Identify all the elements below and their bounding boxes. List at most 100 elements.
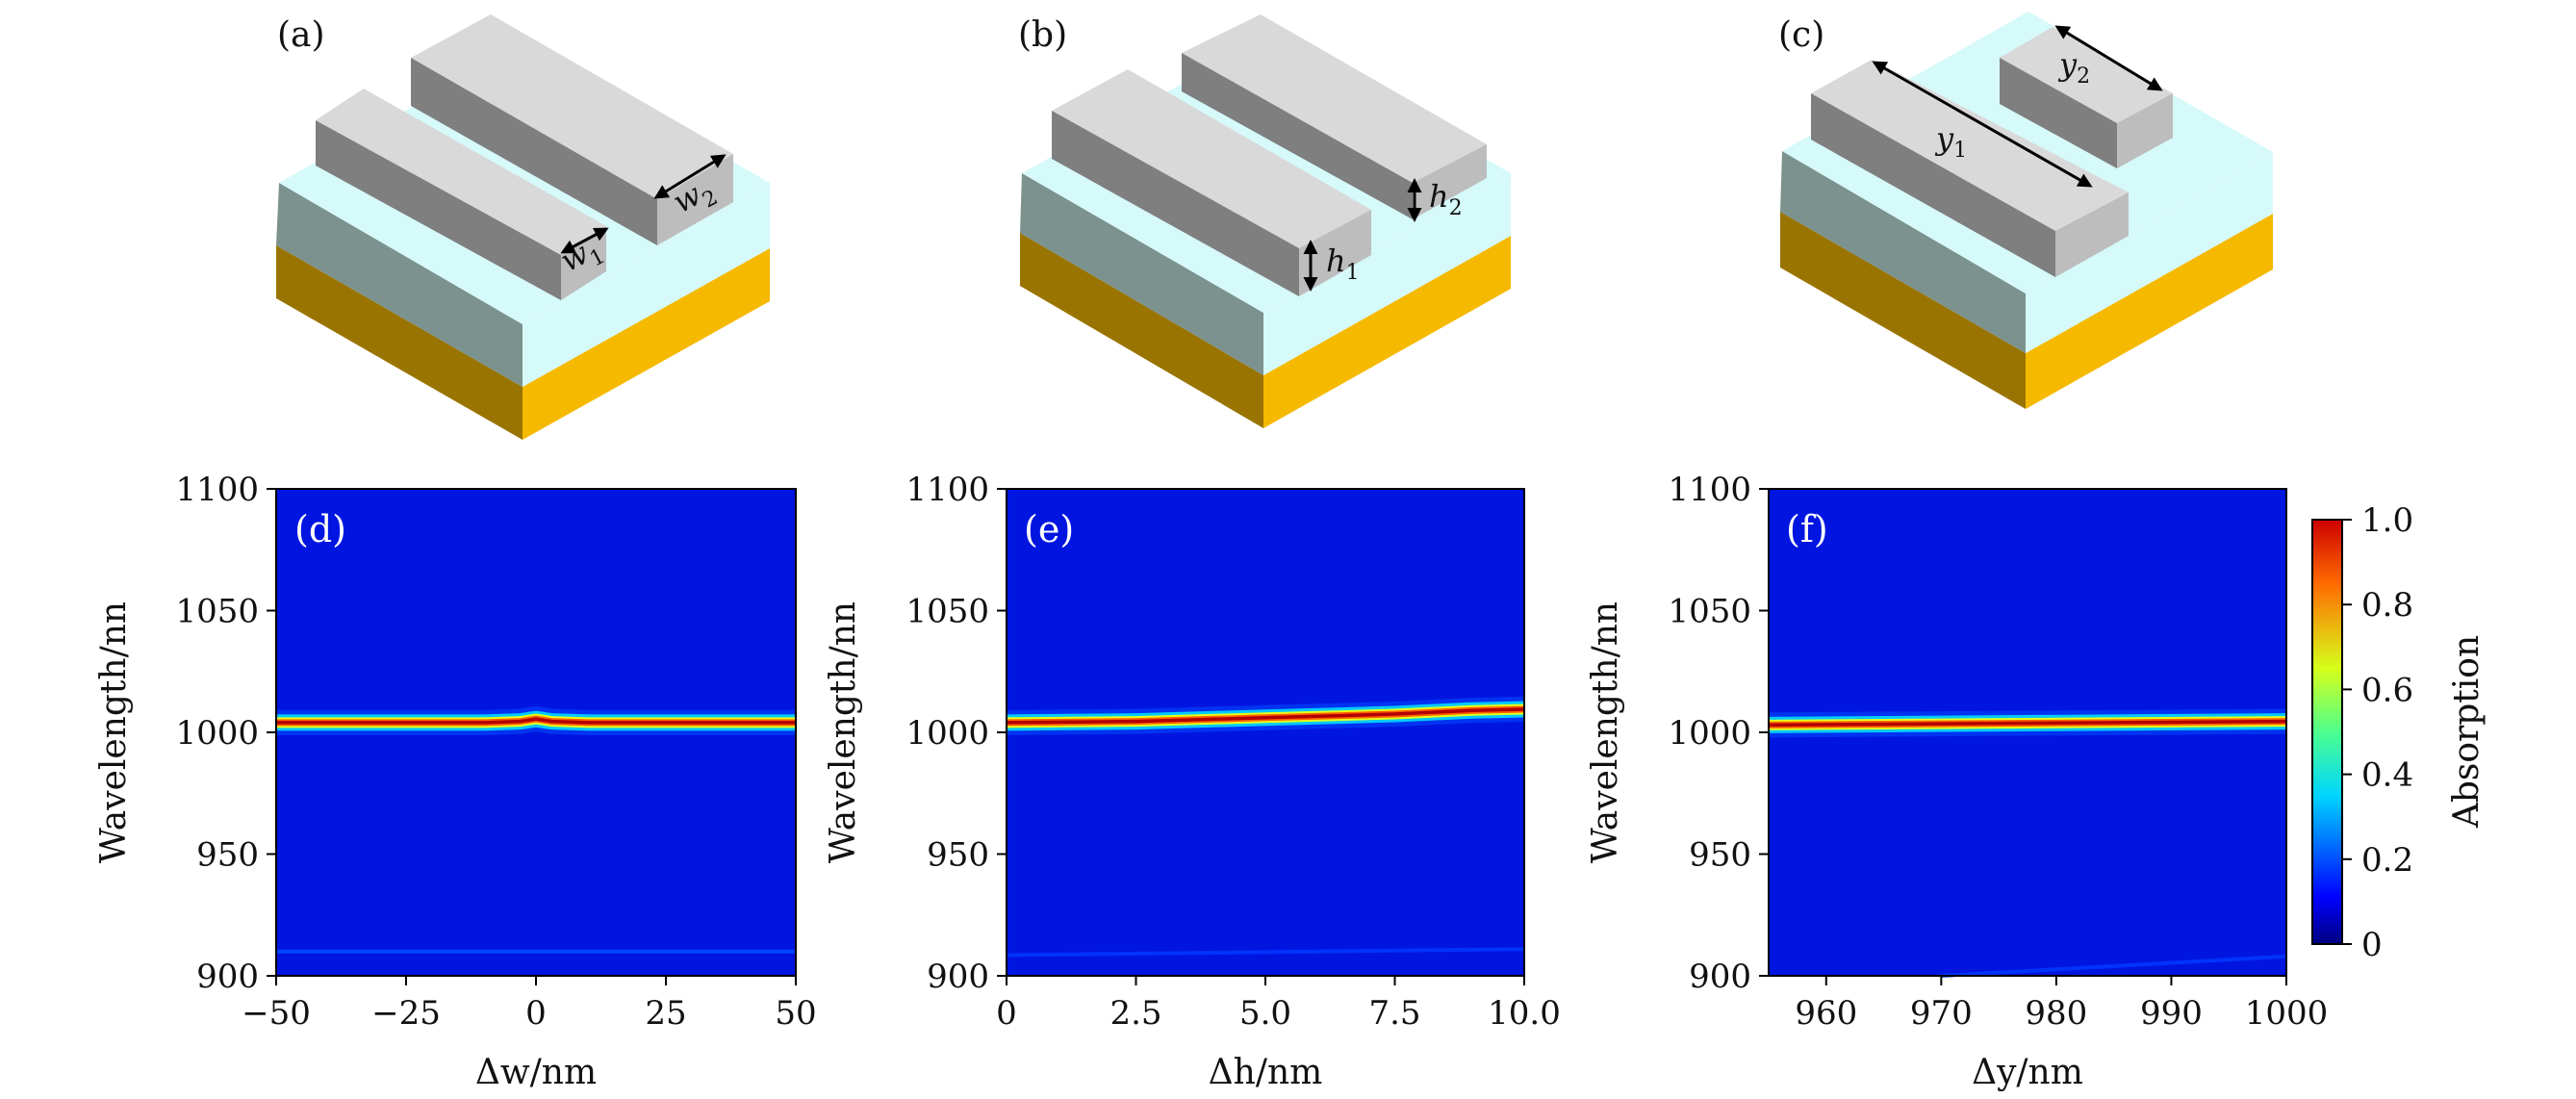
y-tick-label: 1000 [905, 714, 989, 753]
colorbar-tick-label: 0.8 [2361, 586, 2413, 625]
x-tick-label: −25 [371, 994, 441, 1033]
gold-layer-front [523, 248, 770, 440]
bar-back-top [411, 14, 733, 199]
dim-label-y2: y2 [2057, 46, 2090, 89]
plot-content [1006, 697, 1525, 958]
bar-back-left [1182, 53, 1413, 219]
colorbar-gradient [2311, 519, 2343, 945]
x-tick-label: 970 [1910, 994, 1973, 1033]
y-tick-label: 900 [196, 958, 259, 996]
bar-short-front [2117, 93, 2173, 168]
length-arrow-y2 [2054, 25, 2163, 91]
panel-label-c: (c) [1778, 15, 1824, 55]
x-tick-label: 7.5 [1368, 994, 1420, 1033]
schematic-c: y1 y2 (c) [1778, 12, 2273, 409]
colorbar-label: Absorption [2447, 635, 2487, 829]
y-axis-label: Wavelength/nn [1586, 601, 1625, 863]
substrate-front [2026, 152, 2273, 353]
substrate-front [523, 183, 770, 387]
dim-label-h1: h1 [1326, 243, 1360, 285]
bar-front-top [1052, 69, 1371, 248]
substrate-left [276, 183, 523, 387]
y-tick-label: 950 [196, 836, 259, 875]
x-tick-label: 50 [775, 994, 816, 1033]
x-ticks: 960 970 980 990 1000 [1795, 976, 2328, 1033]
plot-content [1768, 708, 2287, 978]
bar-back-front [1413, 144, 1487, 219]
gold-layer-left [1020, 233, 1263, 428]
y-tick-label: 1100 [1668, 471, 1751, 509]
x-tick-label: 5.0 [1239, 994, 1291, 1033]
y-tick-label: 900 [1689, 958, 1751, 996]
x-tick-label: 0 [525, 994, 547, 1033]
width-arrow-w2 [653, 154, 727, 199]
x-axis-label: Δw/nm [475, 1053, 597, 1092]
y-tick-label: 1050 [905, 593, 989, 631]
gold-layer-left [1780, 212, 2026, 409]
secondary-mode-line [1006, 947, 1525, 958]
x-tick-label: 10.0 [1488, 994, 1561, 1033]
bar-back-left [411, 58, 657, 245]
y-ticks: 900 950 1000 1050 1100 [175, 471, 276, 996]
colorbar-tick-label: 0.2 [2361, 841, 2413, 880]
x-tick-label: 980 [2025, 994, 2087, 1033]
y-ticks: 900 950 1000 1050 1100 [905, 471, 1007, 996]
heatmap-e: (e) 0 2.5 5.0 7.5 10.0 900 950 1000 1050 1100 Δh… [824, 471, 1561, 1092]
substrate-left [1780, 151, 2026, 353]
panel-label-a: (a) [277, 15, 325, 55]
dim-label-h2: h2 [1429, 178, 1463, 220]
plot-content [276, 706, 796, 954]
absorption-peak-line [276, 717, 796, 725]
colorbar-tick-label: 1.0 [2361, 501, 2413, 540]
x-tick-label: −50 [242, 994, 311, 1033]
y-tick-label: 1050 [175, 593, 259, 631]
x-tick-label: 1000 [2245, 994, 2329, 1033]
panel-label-b: (b) [1018, 15, 1067, 55]
y-ticks: 900 950 1000 1050 1100 [1668, 471, 1769, 996]
y-tick-label: 950 [1689, 836, 1751, 875]
colorbar-tick-label: 0 [2361, 926, 2383, 964]
colorbar-tick-label: 0.4 [2361, 756, 2413, 795]
y-tick-label: 1000 [1668, 714, 1751, 753]
bar-front-left [316, 120, 561, 300]
width-arrow-w1 [560, 227, 609, 254]
bar-front-top [316, 89, 606, 255]
x-tick-label: 25 [645, 994, 686, 1033]
gold-layer-front [2026, 214, 2273, 409]
bar-back-top [1182, 14, 1487, 183]
x-tick-label: 990 [2140, 994, 2203, 1033]
absorption-peak-line [1006, 707, 1525, 725]
colorbar: 0 0.2 0.4 0.6 0.8 1.0 Absorption [2311, 501, 2487, 964]
colorbar-ticks: 0 0.2 0.4 0.6 0.8 1.0 [2342, 501, 2413, 964]
x-ticks: 0 2.5 5.0 7.5 10.0 [996, 976, 1561, 1033]
x-tick-label: 0 [996, 994, 1017, 1033]
y-tick-label: 900 [927, 958, 989, 996]
bar-front-left [1052, 111, 1299, 296]
secondary-mode-line [1941, 954, 2287, 978]
x-tick-label: 2.5 [1109, 994, 1161, 1033]
bar-long-front [2055, 192, 2129, 277]
schematic-b: h1 h2 (b) [1018, 14, 1511, 428]
x-tick-label: 960 [1795, 994, 1857, 1033]
y-axis-label: Wavelength/nn [94, 601, 134, 863]
panel-label: (e) [1024, 508, 1074, 550]
heatmap-f: (f) 960 970 980 990 1000 900950100010501100 … [1586, 471, 2328, 1092]
x-axis-label: Δh/nm [1209, 1053, 1323, 1092]
x-ticks: −50 −25 0 25 50 [242, 976, 817, 1033]
y-axis-label: Wavelength/nn [824, 601, 863, 863]
heatmap-d: (d) −50 −25 0 25 50 900 950 1000 1050 1100 Δw/nm… [94, 471, 817, 1092]
dim-label-y1: y1 [1934, 120, 1967, 163]
y-tick-label: 1050 [1668, 593, 1751, 631]
colorbar-tick-label: 0.6 [2361, 671, 2413, 709]
absorption-peak-line [1768, 719, 2287, 728]
length-arrow-y1 [1872, 61, 2093, 188]
gold-layer-front [1263, 236, 1511, 428]
schematic-a: w1 w2 (a) [276, 14, 770, 440]
y-tick-label: 950 [927, 836, 989, 875]
panel-label: (f) [1786, 508, 1828, 550]
y-tick-label: 1100 [175, 471, 259, 509]
x-axis-label: Δy/nm [1972, 1053, 2083, 1092]
gold-layer-left [276, 245, 523, 440]
panel-label: (d) [294, 508, 346, 550]
